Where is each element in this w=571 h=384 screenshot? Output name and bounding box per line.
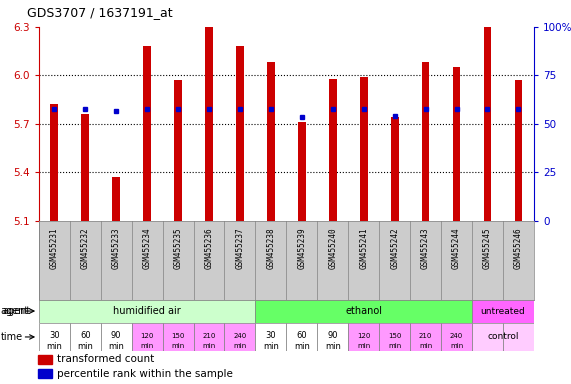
Bar: [298, 122, 305, 221]
Text: min: min: [234, 343, 247, 349]
Text: 30: 30: [49, 331, 59, 340]
Text: min: min: [325, 342, 341, 351]
Text: 210: 210: [202, 333, 216, 339]
Text: min: min: [450, 343, 463, 349]
Text: min: min: [140, 343, 154, 349]
Text: 150: 150: [171, 333, 185, 339]
Text: 30: 30: [266, 331, 276, 340]
Text: min: min: [171, 343, 184, 349]
Bar: [484, 27, 491, 221]
Bar: [287, 323, 317, 351]
Text: GSM455243: GSM455243: [421, 227, 430, 269]
Text: percentile rank within the sample: percentile rank within the sample: [57, 369, 233, 379]
Text: 120: 120: [357, 333, 371, 339]
Text: GSM455236: GSM455236: [204, 227, 214, 269]
Bar: [360, 77, 368, 221]
Bar: [267, 63, 275, 221]
Bar: [132, 323, 163, 351]
Text: humidified air: humidified air: [113, 306, 181, 316]
Text: time: time: [1, 332, 23, 342]
Bar: [503, 323, 534, 351]
Bar: [143, 46, 151, 221]
Text: 240: 240: [450, 333, 463, 339]
Text: transformed count: transformed count: [57, 354, 154, 364]
Bar: [112, 177, 120, 221]
Bar: [70, 323, 100, 351]
Text: GSM455241: GSM455241: [359, 227, 368, 269]
Text: min: min: [77, 342, 93, 351]
Bar: [317, 323, 348, 351]
Bar: [514, 80, 522, 221]
Text: min: min: [263, 342, 279, 351]
Text: 60: 60: [296, 331, 307, 340]
Bar: [379, 323, 410, 351]
Bar: [38, 369, 52, 378]
Text: GSM455235: GSM455235: [174, 227, 183, 269]
Bar: [174, 80, 182, 221]
Text: min: min: [388, 343, 401, 349]
Text: 210: 210: [419, 333, 432, 339]
Text: GSM455231: GSM455231: [50, 227, 59, 269]
Bar: [205, 27, 213, 221]
Bar: [100, 323, 132, 351]
Text: min: min: [294, 342, 309, 351]
Text: GSM455234: GSM455234: [143, 227, 152, 269]
Bar: [472, 323, 503, 351]
Text: GSM455245: GSM455245: [483, 227, 492, 269]
Text: 90: 90: [328, 331, 338, 340]
Text: GSM455238: GSM455238: [267, 227, 275, 269]
Bar: [194, 323, 224, 351]
Text: min: min: [46, 342, 62, 351]
Text: GSM455240: GSM455240: [328, 227, 337, 269]
Text: GSM455242: GSM455242: [390, 227, 399, 269]
Text: GSM455246: GSM455246: [514, 227, 523, 269]
Bar: [236, 46, 244, 221]
Text: 150: 150: [388, 333, 401, 339]
Bar: [472, 300, 534, 323]
Text: 90: 90: [111, 331, 122, 340]
Bar: [329, 79, 337, 221]
Text: min: min: [202, 343, 216, 349]
Bar: [348, 323, 379, 351]
Text: GSM455239: GSM455239: [297, 227, 306, 269]
Text: GSM455244: GSM455244: [452, 227, 461, 269]
Bar: [82, 114, 89, 221]
Text: min: min: [108, 342, 124, 351]
Bar: [391, 118, 399, 221]
Bar: [453, 67, 460, 221]
Text: 60: 60: [80, 331, 91, 340]
Bar: [224, 323, 255, 351]
Text: GSM455232: GSM455232: [81, 227, 90, 269]
Bar: [255, 300, 472, 323]
Text: control: control: [487, 333, 518, 341]
Text: agent: agent: [1, 306, 29, 316]
Text: min: min: [357, 343, 371, 349]
Bar: [39, 300, 255, 323]
Bar: [422, 63, 429, 221]
Text: ethanol: ethanol: [345, 306, 382, 316]
Text: 240: 240: [234, 333, 247, 339]
Bar: [255, 323, 286, 351]
Text: GDS3707 / 1637191_at: GDS3707 / 1637191_at: [27, 6, 173, 19]
Bar: [38, 355, 52, 364]
Bar: [441, 323, 472, 351]
Text: untreated: untreated: [481, 306, 525, 316]
Text: 120: 120: [140, 333, 154, 339]
Text: agent: agent: [3, 306, 31, 316]
Bar: [410, 323, 441, 351]
Text: GSM455233: GSM455233: [112, 227, 120, 269]
Bar: [163, 323, 194, 351]
Bar: [39, 323, 70, 351]
Text: min: min: [419, 343, 432, 349]
Bar: [50, 104, 58, 221]
Text: GSM455237: GSM455237: [235, 227, 244, 269]
